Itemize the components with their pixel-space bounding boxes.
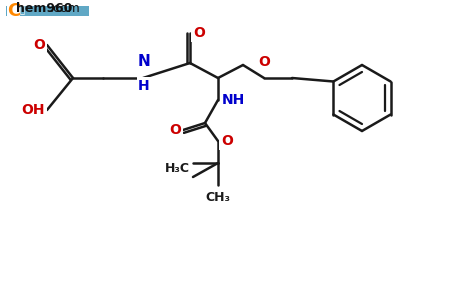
- Text: N: N: [137, 54, 150, 69]
- Text: H: H: [182, 163, 191, 173]
- Text: CH₃: CH₃: [206, 191, 230, 204]
- FancyBboxPatch shape: [6, 6, 89, 16]
- Text: O: O: [258, 55, 270, 69]
- Text: .com: .com: [50, 2, 81, 15]
- Text: OH: OH: [21, 103, 45, 117]
- Text: NH: NH: [222, 93, 245, 107]
- Text: O: O: [221, 134, 233, 148]
- Text: O: O: [169, 123, 181, 137]
- Text: hem960: hem960: [16, 2, 73, 15]
- Text: 化工网: 化工网: [10, 6, 26, 16]
- Text: O: O: [33, 38, 45, 52]
- Text: H: H: [138, 79, 150, 93]
- Text: H₃C: H₃C: [165, 161, 190, 175]
- Text: H₃C: H₃C: [165, 166, 190, 178]
- Text: C: C: [7, 2, 20, 20]
- Text: O: O: [193, 26, 205, 40]
